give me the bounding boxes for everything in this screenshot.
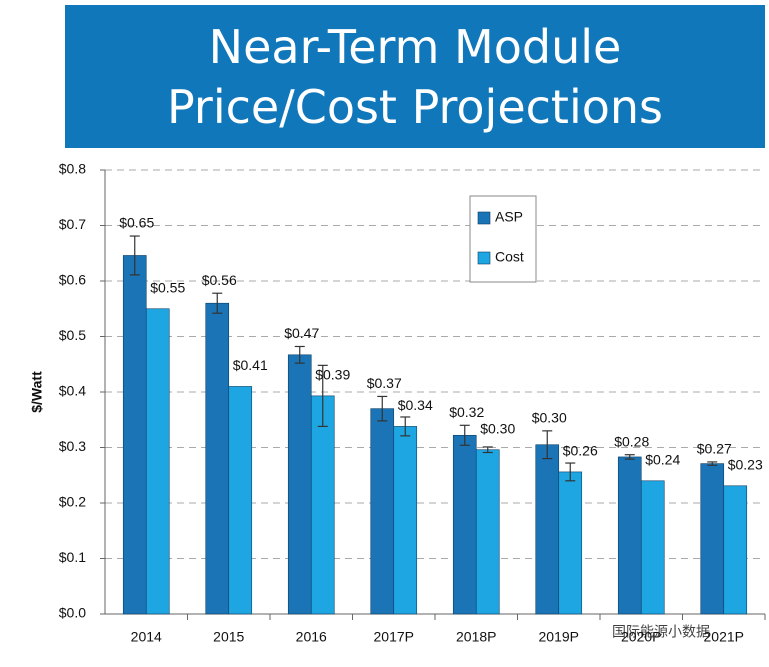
chart-title: Near-Term Module Price/Cost Projections xyxy=(166,19,664,134)
value-label: $0.56 xyxy=(202,272,237,288)
y-tick-label: $0.7 xyxy=(59,216,86,232)
y-axis-label: $/Watt xyxy=(29,371,45,413)
bar xyxy=(535,444,560,615)
value-label: $0.34 xyxy=(398,397,433,413)
bar xyxy=(228,386,253,615)
y-tick-label: $0.6 xyxy=(59,272,86,288)
value-label: $0.32 xyxy=(449,404,484,420)
bar xyxy=(452,434,477,615)
bar xyxy=(723,485,748,615)
bar xyxy=(558,471,583,615)
legend-swatch xyxy=(477,211,491,225)
y-tick-label: $0.2 xyxy=(59,494,86,510)
x-tick-label: 2020P xyxy=(621,629,661,645)
value-label: $0.37 xyxy=(367,375,402,391)
y-tick-label: $0.4 xyxy=(59,383,86,399)
x-tick-label: 2018P xyxy=(456,629,496,645)
legend-box xyxy=(469,195,537,283)
value-label: $0.27 xyxy=(697,441,732,457)
title-banner: Near-Term Module Price/Cost Projections xyxy=(65,5,765,148)
bar xyxy=(122,255,147,615)
x-tick-label: 2021P xyxy=(704,629,744,645)
x-tick-label: 2016 xyxy=(296,629,327,645)
value-label: $0.23 xyxy=(728,456,763,472)
bar xyxy=(700,463,725,615)
value-label: $0.47 xyxy=(284,325,319,341)
legend: ASP Cost xyxy=(469,195,537,283)
legend-label: ASP xyxy=(495,209,523,225)
watermark: 国际能源小数据 xyxy=(612,624,710,640)
y-tick-label: $0.0 xyxy=(59,605,86,621)
value-label: $0.65 xyxy=(119,215,154,231)
y-tick-label: $0.1 xyxy=(59,549,86,565)
bar xyxy=(617,456,642,615)
value-label: $0.39 xyxy=(315,367,350,383)
bar xyxy=(393,426,418,615)
y-tick-label: $0.8 xyxy=(59,161,86,177)
bar xyxy=(640,480,665,615)
legend-label: Cost xyxy=(495,249,524,265)
value-label: $0.28 xyxy=(614,433,649,449)
value-label: $0.41 xyxy=(233,357,268,373)
y-tick-label: $0.3 xyxy=(59,438,86,454)
value-label: $0.24 xyxy=(645,452,680,468)
y-tick-label: $0.5 xyxy=(59,327,86,343)
value-label: $0.30 xyxy=(480,420,515,436)
bar xyxy=(287,354,312,615)
legend-swatch xyxy=(477,251,491,265)
bar xyxy=(370,408,395,615)
value-label: $0.26 xyxy=(563,443,598,459)
value-label: $0.30 xyxy=(532,410,567,426)
bar xyxy=(475,449,500,615)
x-tick-label: 2014 xyxy=(131,629,162,645)
x-tick-label: 2019P xyxy=(539,629,579,645)
x-tick-label: 2017P xyxy=(374,629,414,645)
bar xyxy=(145,308,170,615)
bar xyxy=(310,395,335,615)
x-tick-label: 2015 xyxy=(213,629,244,645)
bar xyxy=(205,302,230,615)
value-label: $0.55 xyxy=(150,279,185,295)
